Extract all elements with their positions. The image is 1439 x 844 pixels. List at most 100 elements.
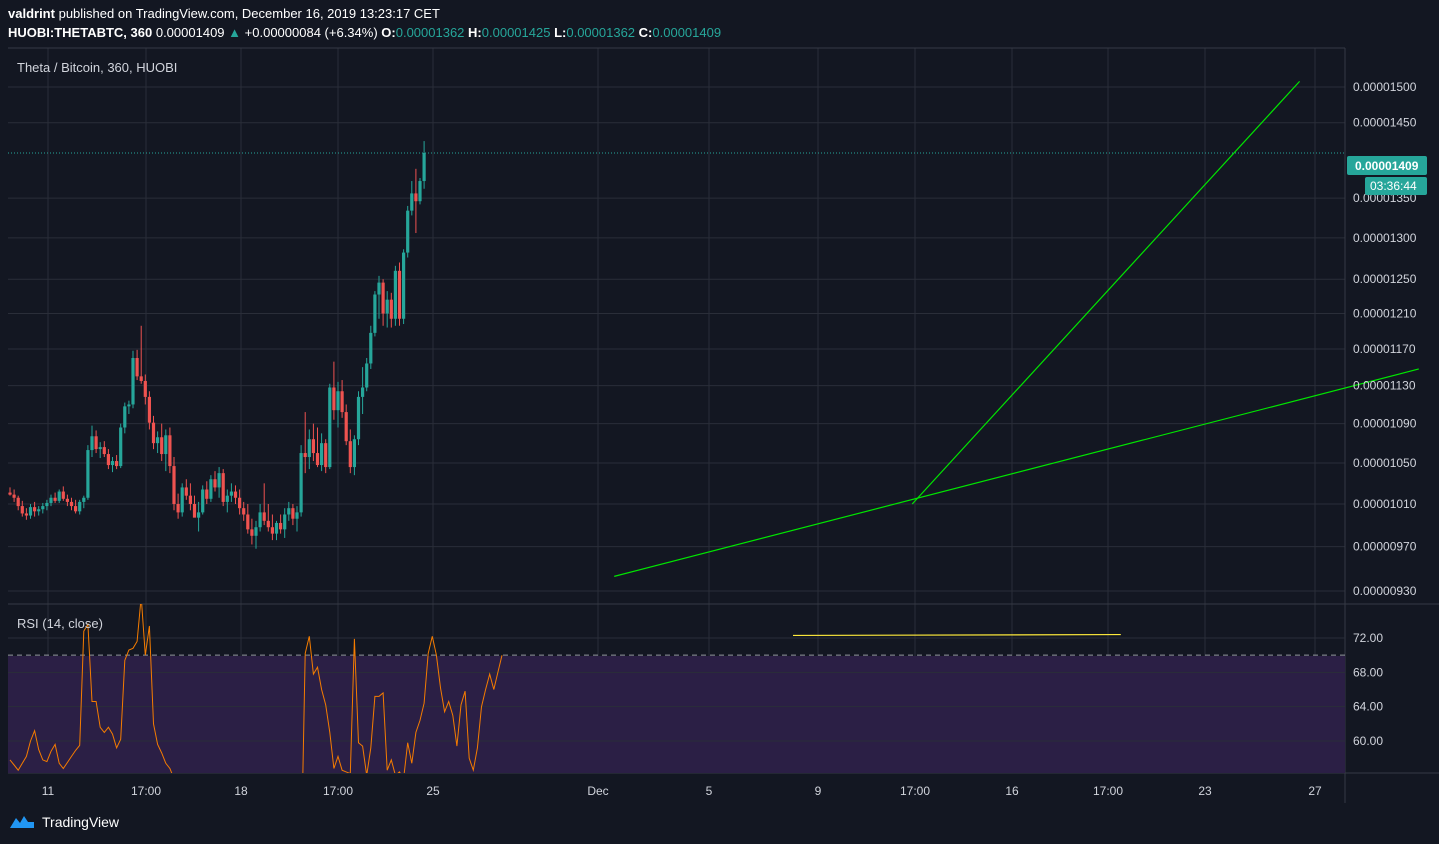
candle [225,489,229,513]
candle-body [24,513,28,516]
candle-body [197,512,201,518]
candle-body [16,497,20,507]
time-tick-label: 23 [1198,784,1212,798]
candle [110,457,115,473]
time-tick-label: 17:00 [323,784,353,798]
candle-body [110,461,115,466]
candle-body [41,506,45,510]
candle [53,492,57,503]
candle-body [332,387,336,411]
candle-body [20,506,24,514]
rsi-tick-label: 60.00 [1353,734,1383,748]
candle-body [172,466,176,504]
candle-body [299,453,303,513]
candle [123,402,127,434]
candle-body [184,487,188,496]
candle [373,291,377,337]
candle [422,141,426,189]
rsi-tick-label: 72.00 [1353,631,1383,645]
candle [250,518,254,545]
candle [340,380,344,418]
candle-body [156,437,160,444]
candle-body [221,473,225,502]
candle-body [131,358,135,405]
time-axis[interactable]: 11 17:00 18 17:00 25 Dec 5 9 17:00 16 17:00 23 27 [42,784,1322,798]
candle [78,499,82,515]
price-candles[interactable] [8,141,426,549]
candle-body [94,436,98,450]
candle [33,501,37,517]
candle-body [106,454,110,466]
price-tick-label: 0.00000930 [1353,584,1417,598]
trendlines[interactable] [614,80,1419,577]
candle-body [393,270,397,319]
candle-body [143,380,147,397]
trendline [911,80,1301,505]
symbol-label: HUOBI:THETABTC, 360 [8,25,153,40]
price-tick-label: 0.00001500 [1353,80,1417,94]
candle-body [188,495,192,504]
candle [381,279,385,326]
candle [291,503,295,526]
candle-body [397,270,402,319]
candle-body [69,501,74,507]
candle-body [242,508,246,515]
trendline [614,368,1419,577]
candle [410,181,414,216]
price-tick-label: 0.00001250 [1353,272,1417,286]
candle [361,367,365,415]
time-tick-label: 27 [1308,784,1322,798]
candle [197,501,201,532]
time-tick-label: 25 [426,784,440,798]
candle-body [82,497,86,502]
brand-name: TradingView [42,814,120,830]
candle [90,425,94,458]
price-tick-label: 0.00001010 [1353,497,1417,511]
candle [406,205,410,258]
high-value: 0.00001425 [481,25,551,40]
candle [180,483,184,517]
price-tick-label: 0.00001210 [1353,307,1417,321]
candle-body [246,514,250,530]
candle-body [192,503,197,518]
candle [352,435,356,476]
candle-body [381,282,385,314]
candle-body [135,358,139,377]
candle [283,508,287,538]
price-change: +0.00000084 (+6.34%) [244,25,378,40]
candle-body [78,501,82,512]
close-value: 0.00001409 [652,25,722,40]
candle [287,501,291,521]
publish-text: published on TradingView.com, December 1… [58,6,440,21]
price-tick-label: 0.00001130 [1353,379,1416,393]
tradingview-footer[interactable]: TradingView [8,814,119,830]
author-name[interactable]: valdrint [8,6,55,21]
candle-body [250,529,254,536]
current-price-tag: 0.00001409 03:36:44 [1347,156,1427,195]
candle-body [315,453,320,466]
candle-body [295,512,299,519]
candle-body [233,491,238,498]
candle [49,494,53,507]
candle-body [377,282,381,295]
open-label: O: [381,25,396,40]
candle [188,483,192,511]
price-tick-label: 0.00001300 [1353,231,1417,245]
candle-body [254,527,258,536]
open-value: 0.00001362 [395,25,465,40]
candle [176,493,180,519]
candle [320,433,324,472]
candle-body [168,435,172,467]
candle-body [410,193,414,211]
candle [369,325,373,369]
candle-body [348,441,352,468]
candle [348,429,352,474]
price-tick-label: 0.00001170 [1353,342,1416,356]
candle [356,391,361,446]
candle [168,427,172,474]
candle-body [340,391,344,413]
candle [139,325,143,384]
candle [414,168,418,234]
candle [102,441,106,458]
